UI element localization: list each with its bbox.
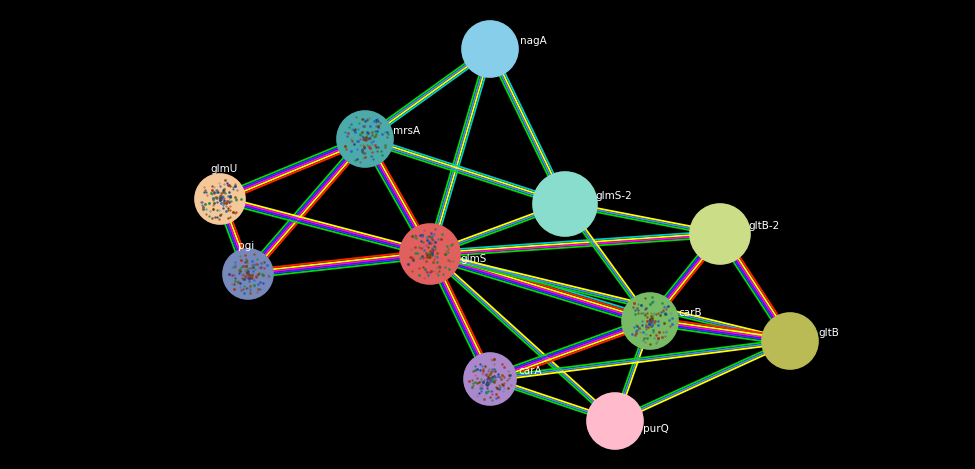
Text: gltB: gltB	[818, 328, 838, 338]
Text: carA: carA	[518, 366, 542, 376]
Text: glmS-2: glmS-2	[595, 191, 632, 201]
Circle shape	[690, 204, 750, 264]
Circle shape	[400, 224, 460, 284]
Circle shape	[195, 174, 245, 224]
Text: gltB-2: gltB-2	[748, 221, 779, 231]
Text: carB: carB	[678, 308, 702, 318]
Circle shape	[337, 111, 393, 167]
Circle shape	[587, 393, 643, 449]
Text: nagA: nagA	[520, 36, 547, 46]
Text: mrsA: mrsA	[393, 126, 420, 136]
Circle shape	[533, 172, 597, 236]
Text: glmU: glmU	[210, 164, 237, 174]
Text: pgi: pgi	[238, 241, 254, 251]
Circle shape	[462, 21, 518, 77]
Circle shape	[223, 249, 273, 299]
Text: glmS: glmS	[460, 254, 487, 264]
Circle shape	[762, 313, 818, 369]
Circle shape	[622, 293, 678, 349]
Text: purQ: purQ	[643, 424, 669, 434]
Circle shape	[464, 353, 516, 405]
